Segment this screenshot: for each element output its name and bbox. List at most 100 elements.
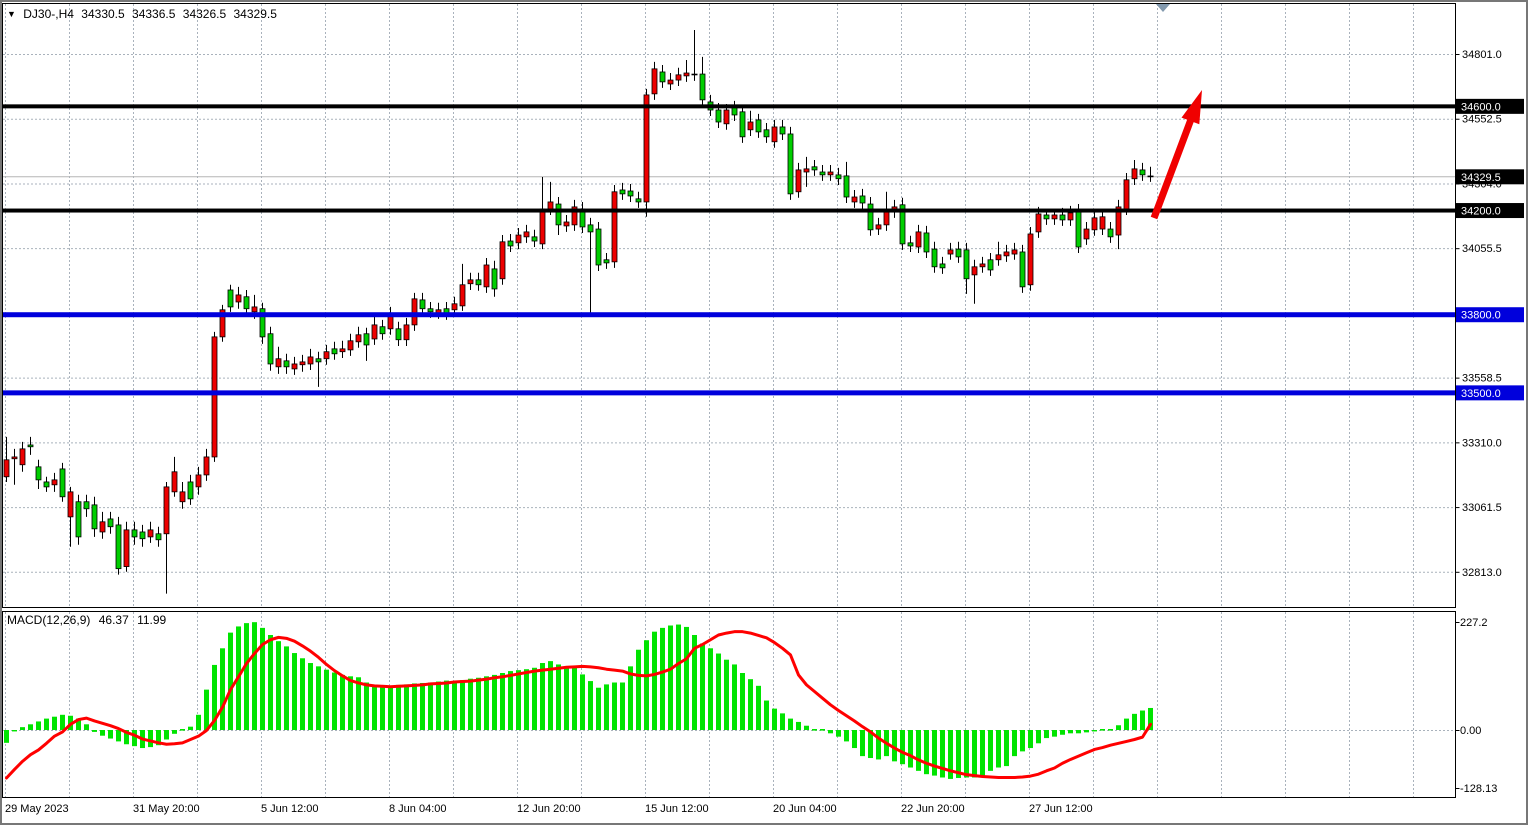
chart-dropdown-icon[interactable]: ▼ bbox=[7, 9, 16, 19]
macd-panel-border bbox=[2, 611, 1456, 798]
candle-body bbox=[715, 109, 722, 123]
macd-bar bbox=[348, 676, 353, 730]
candle bbox=[115, 516, 122, 575]
price-badge-33800.0: 33800.0 bbox=[1456, 307, 1524, 323]
candle-body bbox=[595, 228, 602, 266]
candle-body bbox=[643, 94, 650, 203]
macd-bar bbox=[484, 676, 489, 730]
trend-arrow[interactable] bbox=[1150, 90, 1202, 220]
candle bbox=[987, 252, 994, 276]
candle bbox=[595, 221, 602, 271]
time-tick-label: 29 May 2023 bbox=[5, 803, 69, 815]
macd-bar bbox=[860, 730, 865, 757]
support-line-33800[interactable] bbox=[3, 312, 1455, 318]
macd-bar bbox=[340, 674, 345, 730]
candle-body bbox=[627, 190, 634, 197]
macd-bar bbox=[740, 673, 745, 730]
candle-body bbox=[1043, 214, 1050, 220]
candle bbox=[355, 326, 362, 348]
candle bbox=[667, 73, 674, 90]
candle bbox=[531, 229, 538, 248]
axes: 34801.034552.534304.034055.533807.033558… bbox=[2, 3, 1524, 815]
candle bbox=[43, 476, 50, 492]
candle bbox=[507, 233, 514, 252]
candle bbox=[835, 167, 842, 186]
macd-bar bbox=[276, 641, 281, 730]
candle-body bbox=[147, 529, 154, 538]
macd-signal-value: 11.99 bbox=[137, 613, 167, 627]
candle-body bbox=[283, 360, 290, 368]
candle bbox=[555, 196, 562, 236]
candle bbox=[307, 348, 314, 370]
macd-bar bbox=[1084, 730, 1089, 733]
badge-label: 33500.0 bbox=[1461, 388, 1501, 400]
candle-body bbox=[787, 133, 794, 195]
macd-bar bbox=[572, 667, 577, 730]
resistance-line-34600[interactable] bbox=[3, 104, 1455, 109]
macd-bar bbox=[4, 730, 9, 743]
macd-bar bbox=[1108, 729, 1113, 731]
macd-bar bbox=[964, 730, 969, 778]
macd-bar bbox=[892, 730, 897, 762]
arrow-shaft[interactable] bbox=[1150, 110, 1198, 220]
candle bbox=[315, 351, 322, 387]
candle-body bbox=[331, 348, 338, 355]
candle bbox=[99, 511, 106, 539]
candle-body bbox=[227, 289, 234, 308]
time-tick-label: 5 Jun 12:00 bbox=[261, 803, 319, 815]
candle-body bbox=[851, 196, 858, 203]
candle bbox=[635, 191, 642, 208]
candle bbox=[403, 317, 410, 346]
candle-body bbox=[803, 168, 810, 173]
candle-body bbox=[859, 195, 866, 204]
macd-bar bbox=[1132, 713, 1137, 730]
candle bbox=[3, 436, 10, 482]
macd-bar bbox=[460, 680, 465, 730]
candle bbox=[755, 113, 762, 138]
macd-panel bbox=[3, 622, 1455, 780]
candle bbox=[787, 126, 794, 200]
scroll-position-marker-icon[interactable] bbox=[1156, 4, 1170, 12]
macd-bar bbox=[756, 685, 761, 730]
macd-bar bbox=[532, 667, 537, 730]
macd-bar bbox=[44, 718, 49, 730]
resistance-line-34200[interactable] bbox=[3, 208, 1455, 213]
macd-bar bbox=[900, 730, 905, 765]
candle-body bbox=[635, 198, 642, 203]
candle-body bbox=[235, 294, 242, 303]
candle bbox=[611, 185, 618, 268]
candle bbox=[299, 354, 306, 372]
candle bbox=[171, 456, 178, 497]
macd-bar bbox=[988, 730, 993, 771]
arrow-head[interactable] bbox=[1181, 90, 1202, 125]
macd-scale-label: 0.00 bbox=[1460, 725, 1481, 737]
candle bbox=[515, 227, 522, 250]
support-line-33500[interactable] bbox=[3, 390, 1455, 396]
macd-bar bbox=[1044, 730, 1049, 739]
candle-body bbox=[467, 279, 474, 285]
doji-dash bbox=[691, 73, 698, 76]
candle bbox=[147, 521, 154, 543]
time-tick-label: 22 Jun 20:00 bbox=[901, 803, 965, 815]
macd-bar bbox=[388, 685, 393, 730]
price-tick-label: 33061.5 bbox=[1462, 502, 1502, 514]
candle bbox=[963, 242, 970, 294]
candle bbox=[915, 224, 922, 253]
macd-bar bbox=[92, 730, 97, 732]
candle bbox=[811, 160, 818, 176]
macd-bar bbox=[996, 730, 1001, 768]
macd-bar bbox=[324, 669, 329, 730]
macd-bar bbox=[588, 681, 593, 730]
macd-bar bbox=[476, 677, 481, 730]
candle bbox=[955, 241, 962, 263]
macd-bar bbox=[524, 669, 529, 730]
macd-bar bbox=[260, 627, 265, 730]
macd-bar bbox=[676, 624, 681, 730]
macd-bar bbox=[612, 682, 617, 730]
candle-body bbox=[779, 126, 786, 135]
macd-bar bbox=[508, 671, 513, 730]
candle bbox=[1011, 242, 1018, 260]
candle bbox=[379, 319, 386, 340]
price-badge-33500.0: 33500.0 bbox=[1456, 385, 1524, 401]
